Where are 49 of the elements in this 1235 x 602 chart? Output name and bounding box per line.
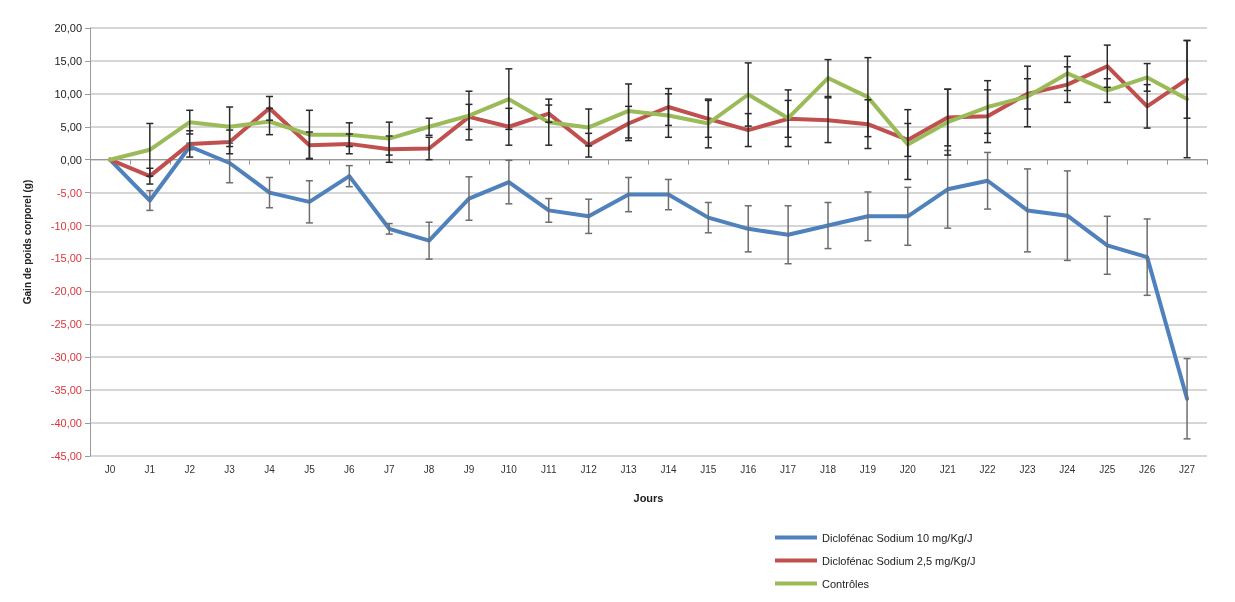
x-tick-label: J26 [1139,463,1156,475]
x-tick-label: J12 [580,463,598,475]
line-series [107,144,1190,401]
x-tick-label: J8 [423,463,435,475]
y-tick-label: 10,00 [54,87,82,100]
x-tick-label: J4 [264,463,276,475]
x-tick-label: J11 [541,463,557,475]
y-tick-label: -15,00 [50,252,82,265]
x-axis-title: Jours [633,491,664,504]
y-tick-label: -45,00 [50,450,82,462]
x-tick-label: J5 [304,463,316,475]
legend-label: Diclofénac Sodium 10 mg/Kg/J [822,531,973,544]
x-tick-label: J7 [383,463,395,475]
x-tick-label: J18 [819,463,837,475]
y-tick-label: -20,00 [50,285,82,298]
x-tick-label: J14 [660,463,677,475]
y-tick-label: 15,00 [54,54,82,67]
legend-label: Contrôles [822,577,870,590]
x-tick-label: J3 [224,463,236,475]
y-tick-label: -40,00 [50,417,82,430]
x-tick-label: J0 [104,463,116,475]
x-tick-label: J22 [979,463,997,475]
x-tick-label: J6 [344,463,356,475]
x-tick-label: J24 [1059,463,1076,475]
x-tick-label: J13 [620,463,638,475]
x-tick-label: J19 [859,463,877,475]
x-tick-label: J15 [700,463,717,475]
y-tick-label: -5,00 [56,186,82,199]
y-axis-title: Gain de poids corporel (g) [21,179,33,305]
x-tick-label: J25 [1099,463,1116,475]
y-tick-label: -35,00 [50,384,82,397]
x-tick-label: J23 [1019,463,1036,475]
y-tick-label: 5,00 [60,120,82,133]
y-tick-label: -10,00 [50,219,82,232]
x-tick-label: J2 [184,463,196,475]
x-tick-label: J20 [899,463,917,475]
x-tick-label: J27 [1178,463,1196,475]
x-tick-label: J9 [463,463,475,475]
y-tick-label: 0,00 [60,153,82,166]
y-tick-label: -30,00 [50,351,82,364]
x-tick-label: J10 [500,463,518,475]
x-tick-label: J17 [780,463,797,475]
y-tick-label: 20,00 [54,22,82,34]
legend-label: Diclofénac Sodium 2,5 mg/Kg/J [822,554,976,567]
line-series [107,71,1190,162]
x-tick-label: J16 [740,463,757,475]
y-tick-label: -25,00 [50,318,82,331]
x-tick-label: J21 [939,463,957,475]
x-tick-label: J1 [144,463,156,475]
